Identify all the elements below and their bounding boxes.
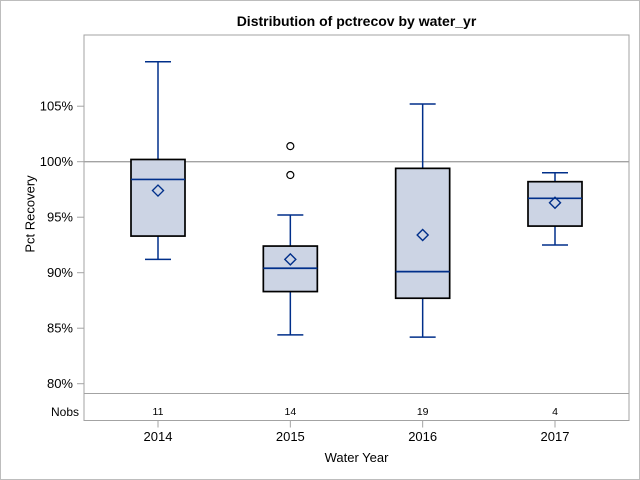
y-tick-label: 80%: [47, 376, 73, 391]
box-2017: [527, 180, 583, 227]
y-tick-label: 100%: [40, 154, 74, 169]
box-2016: [394, 167, 451, 300]
mean-marker: [416, 228, 430, 242]
x-tick-label: 2015: [276, 429, 305, 444]
nobs-value: 4: [552, 406, 558, 418]
y-tick-label: 95%: [47, 210, 73, 225]
x-axis-title: Water Year: [324, 450, 389, 465]
outlier-marker: [286, 142, 295, 151]
box-2014: [130, 158, 186, 237]
nobs-value: 19: [417, 406, 429, 418]
y-axis-title-text: Pct Recovery: [22, 175, 38, 253]
plot-frame: [83, 34, 630, 421]
x-tick-label: 2016: [408, 429, 437, 444]
nobs-row-label: Nobs: [50, 405, 79, 419]
outlier-marker: [286, 170, 295, 180]
mean-marker: [548, 196, 562, 210]
chart-title: Distribution of pctrecov by water_yr: [236, 13, 477, 29]
mean-marker: [151, 184, 165, 198]
y-tick-label: 85%: [47, 321, 73, 336]
mean-marker: [283, 252, 297, 266]
y-tick-label: 105%: [40, 99, 74, 114]
y-tick-label: 90%: [47, 265, 73, 280]
nobs-value: 14: [284, 406, 296, 418]
x-tick-label: 2014: [144, 429, 173, 444]
nobs-value: 11: [153, 406, 164, 418]
x-tick-label: 2017: [541, 429, 570, 444]
